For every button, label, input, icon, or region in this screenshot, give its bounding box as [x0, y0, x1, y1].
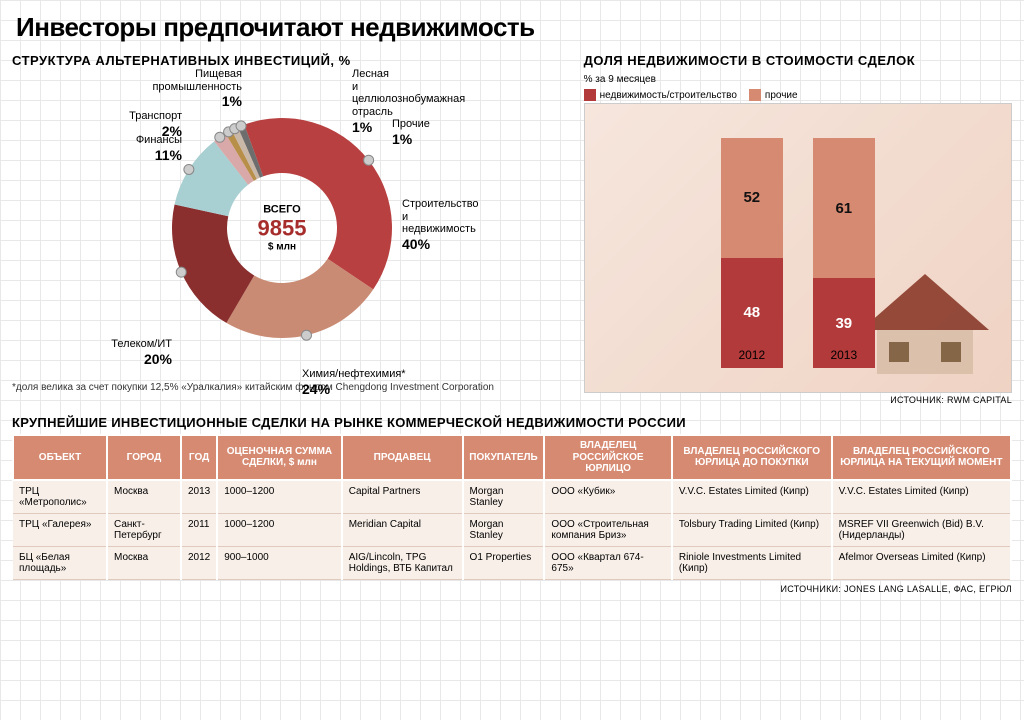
donut-callout: Химия/нефтехимия*24%: [302, 368, 406, 397]
table-cell: ООО «Квартал 674-675»: [544, 546, 671, 579]
table-cell: ТРЦ «Галерея»: [13, 513, 107, 546]
table-header: ГОРОД: [107, 435, 181, 480]
donut-center-unit: $ млн: [258, 242, 307, 253]
page-title: Инвесторы предпочитают недвижимость: [16, 12, 1012, 43]
table-header: ВЛАДЕЛЕЦ РОССИЙСКОГО ЮРЛИЦА НА ТЕКУЩИЙ М…: [832, 435, 1011, 480]
donut-callout: Строительствои недвижимость40%: [402, 198, 479, 252]
table-cell: Tolsbury Trading Limited (Кипр): [672, 513, 832, 546]
table-cell: Москва: [107, 480, 181, 514]
bar-column: 61 39 2013: [813, 138, 875, 368]
table-cell: ООО «Строительная компания Бриз»: [544, 513, 671, 546]
table-cell: O1 Properties: [463, 546, 545, 579]
donut-chart: ВСЕГО 9855 $ млн Пищеваяпромышленность1%…: [102, 78, 462, 378]
table-cell: 1000–1200: [217, 480, 342, 514]
table-cell: 2011: [181, 513, 217, 546]
table-cell: Москва: [107, 546, 181, 579]
donut-center: ВСЕГО 9855 $ млн: [258, 204, 307, 253]
bars-title: ДОЛЯ НЕДВИЖИМОСТИ В СТОИМОСТИ СДЕЛОК: [584, 53, 1012, 68]
donut-footnote: *доля велика за счет покупки 12,5% «Урал…: [12, 382, 576, 393]
donut-callout: Телеком/ИТ20%: [22, 338, 172, 367]
table-cell: Санкт-Петербург: [107, 513, 181, 546]
donut-callout: Финансы11%: [32, 134, 182, 163]
legend-item: недвижимость/строительство: [584, 89, 737, 101]
bars-panel: ДОЛЯ НЕДВИЖИМОСТИ В СТОИМОСТИ СДЕЛОК % з…: [584, 53, 1012, 405]
donut-center-label: ВСЕГО: [258, 204, 307, 216]
table-header: ВЛАДЕЛЕЦ РОССИЙСКОЕ ЮРЛИЦО: [544, 435, 671, 480]
bars-legend: недвижимость/строительство прочие: [584, 89, 1012, 101]
donut-callout: Прочие1%: [392, 118, 430, 147]
table-cell: Riniole Investments Limited (Кипр): [672, 546, 832, 579]
bars-subtitle: % за 9 месяцев: [584, 74, 1012, 85]
donut-center-value: 9855: [258, 216, 307, 242]
bar-seg-top: 61: [813, 138, 875, 278]
bar-year: 2013: [813, 348, 875, 362]
table-title: КРУПНЕЙШИЕ ИНВЕСТИЦИОННЫЕ СДЕЛКИ НА РЫНК…: [12, 415, 1012, 430]
table-header: ПОКУПАТЕЛЬ: [463, 435, 545, 480]
stacked-bar-chart: 52 48 2012 61 39 2013: [584, 103, 1012, 393]
table-cell: 2013: [181, 480, 217, 514]
table-header: ВЛАДЕЛЕЦ РОССИЙСКОГО ЮРЛИЦА ДО ПОКУПКИ: [672, 435, 832, 480]
deals-table: ОБЪЕКТГОРОДГОДОЦЕНОЧНАЯ СУММА СДЕЛКИ, $ …: [12, 434, 1012, 580]
table-cell: V.V.C. Estates Limited (Кипр): [832, 480, 1011, 514]
table-header: ПРОДАВЕЦ: [342, 435, 463, 480]
legend-item: прочие: [749, 89, 798, 101]
table-source: ИСТОЧНИКИ: JONES LANG LASALLE, ФАС, ЕГРЮ…: [12, 584, 1012, 594]
table-cell: MSREF VII Greenwich (Bid) B.V. (Нидерлан…: [832, 513, 1011, 546]
table-cell: 1000–1200: [217, 513, 342, 546]
table-cell: AIG/Lincoln, TPG Holdings, ВТБ Капитал: [342, 546, 463, 579]
table-cell: 900–1000: [217, 546, 342, 579]
table-header: ОЦЕНОЧНАЯ СУММА СДЕЛКИ, $ млн: [217, 435, 342, 480]
table-cell: Morgan Stanley: [463, 513, 545, 546]
bar-year: 2012: [721, 348, 783, 362]
table-header: ГОД: [181, 435, 217, 480]
donut-panel: СТРУКТУРА АЛЬТЕРНАТИВНЫХ ИНВЕСТИЦИЙ, % В…: [12, 53, 576, 405]
table-cell: Afelmor Overseas Limited (Кипр): [832, 546, 1011, 579]
table-cell: 2012: [181, 546, 217, 579]
donut-callout: Пищеваяпромышленность1%: [92, 68, 242, 109]
table-row: БЦ «Белая площадь»Москва2012900–1000AIG/…: [13, 546, 1011, 579]
table-cell: Capital Partners: [342, 480, 463, 514]
table-cell: Meridian Capital: [342, 513, 463, 546]
bars-source: ИСТОЧНИК: RWM CAPITAL: [584, 395, 1012, 405]
donut-title: СТРУКТУРА АЛЬТЕРНАТИВНЫХ ИНВЕСТИЦИЙ, %: [12, 53, 576, 68]
table-cell: БЦ «Белая площадь»: [13, 546, 107, 579]
bar-column: 52 48 2012: [721, 138, 783, 368]
table-row: ТРЦ «Метрополис»Москва20131000–1200Capit…: [13, 480, 1011, 514]
table-header: ОБЪЕКТ: [13, 435, 107, 480]
bar-seg-top: 52: [721, 138, 783, 258]
table-cell: Morgan Stanley: [463, 480, 545, 514]
table-cell: V.V.C. Estates Limited (Кипр): [672, 480, 832, 514]
table-section: КРУПНЕЙШИЕ ИНВЕСТИЦИОННЫЕ СДЕЛКИ НА РЫНК…: [12, 415, 1012, 594]
table-cell: ООО «Кубик»: [544, 480, 671, 514]
table-row: ТРЦ «Галерея»Санкт-Петербург20111000–120…: [13, 513, 1011, 546]
table-cell: ТРЦ «Метрополис»: [13, 480, 107, 514]
